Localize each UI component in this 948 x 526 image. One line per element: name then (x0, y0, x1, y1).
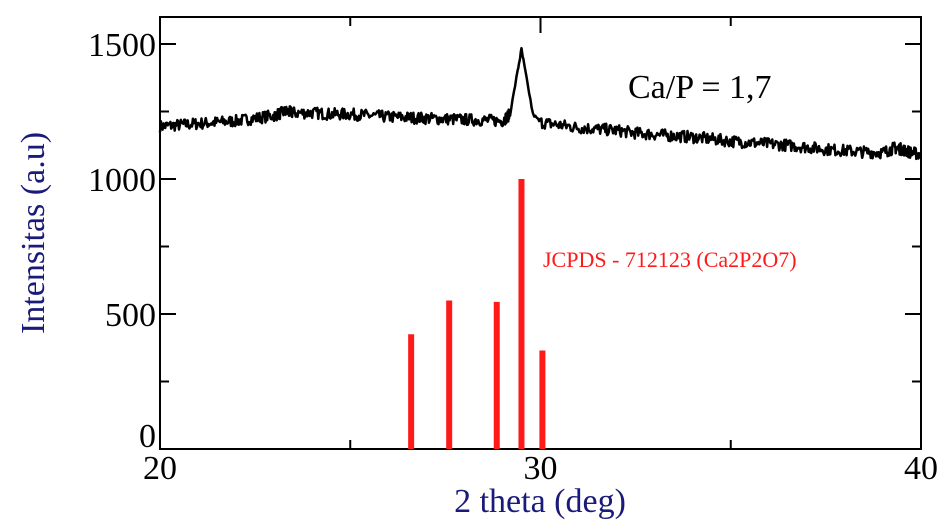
y-tick-label: 1000 (88, 162, 156, 199)
y-tick-label: 0 (139, 418, 156, 455)
reference-label: JCPDS - 712123 (Ca2P2O7) (543, 247, 797, 272)
axis-ticks (159, 17, 922, 450)
x-tick-label: 30 (524, 450, 558, 487)
axis-tick-labels: 20 30 40 0 500 1000 1500 (88, 27, 938, 487)
xrd-pattern-line (158, 46, 923, 161)
x-tick-label: 40 (904, 450, 938, 487)
x-axis-title: 2 theta (deg) (454, 483, 626, 520)
y-tick-label: 500 (105, 297, 156, 334)
y-axis-title: Intensitas (a.u) (15, 132, 52, 334)
x-tick-label: 20 (143, 450, 177, 487)
reference-bars (408, 179, 546, 449)
y-tick-label: 1500 (88, 27, 156, 64)
ca-p-ratio-annotation: Ca/P = 1,7 (628, 69, 772, 106)
